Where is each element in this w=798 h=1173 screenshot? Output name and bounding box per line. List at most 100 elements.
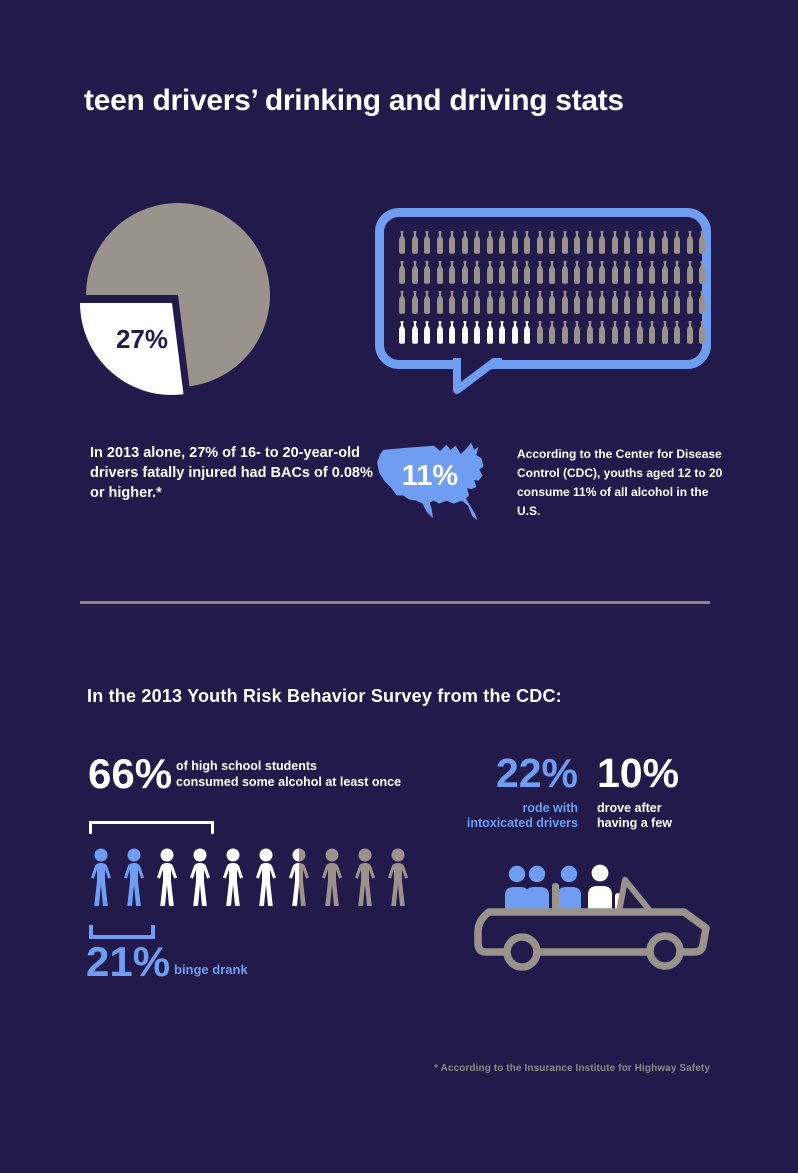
bottle-icon bbox=[411, 261, 419, 284]
person-icon-gray bbox=[319, 848, 345, 908]
bottle-icon-highlighted bbox=[461, 321, 469, 344]
people-pictograph bbox=[88, 848, 411, 908]
bottle-icon bbox=[673, 291, 681, 314]
person-icon-half bbox=[286, 848, 312, 908]
person-icon-blue bbox=[88, 848, 114, 908]
bottle-icon bbox=[698, 291, 706, 314]
car-driver bbox=[588, 864, 621, 912]
stat-21-label: binge drank bbox=[174, 962, 248, 977]
bottle-icon bbox=[461, 231, 469, 254]
bottle-icon bbox=[448, 231, 456, 254]
person-icon-white bbox=[220, 848, 246, 908]
bottle-icon-highlighted bbox=[511, 321, 519, 344]
bottle-icon bbox=[648, 291, 656, 314]
bottle-icon bbox=[548, 291, 556, 314]
bottle-icon-highlighted bbox=[498, 321, 506, 344]
bottle-icon bbox=[661, 291, 669, 314]
bottle-icon bbox=[648, 261, 656, 284]
bottle-icon bbox=[611, 321, 619, 344]
bottle-icon bbox=[623, 291, 631, 314]
bottle-icon bbox=[548, 231, 556, 254]
car-wheel-front bbox=[503, 933, 541, 971]
bottle-icon bbox=[636, 231, 644, 254]
bottle-icon bbox=[473, 231, 481, 254]
pie-value-label: 27% bbox=[115, 324, 169, 354]
bottle-icon bbox=[586, 231, 594, 254]
person-icon-white bbox=[253, 848, 279, 908]
bottle-icon bbox=[686, 231, 694, 254]
bottle-icon bbox=[473, 261, 481, 284]
person-icon-gray bbox=[385, 848, 411, 908]
bottle-icon bbox=[498, 261, 506, 284]
speech-bubble-tail bbox=[453, 358, 502, 394]
bottle-icon bbox=[573, 291, 581, 314]
bottle-icon bbox=[511, 231, 519, 254]
car-seat-post bbox=[552, 883, 559, 912]
bottle-icon bbox=[573, 231, 581, 254]
bottle-icon bbox=[436, 231, 444, 254]
bottle-icon bbox=[498, 231, 506, 254]
bottle-icon bbox=[411, 291, 419, 314]
stat-22-label: rode with intoxicated drivers bbox=[466, 801, 578, 830]
bottle-icon bbox=[536, 321, 544, 344]
stat-66-label: of high school students consumed some alc… bbox=[176, 759, 402, 789]
bottle-icon bbox=[598, 291, 606, 314]
bottle-icon bbox=[573, 261, 581, 284]
bottle-icon-highlighted bbox=[398, 321, 406, 344]
bottle-icon bbox=[698, 321, 706, 344]
stat-21-value: 21% bbox=[86, 938, 171, 985]
bottle-icon bbox=[686, 261, 694, 284]
pie-slice-remainder bbox=[86, 203, 270, 387]
bottle-icon bbox=[598, 261, 606, 284]
map-value-label: 11% bbox=[401, 460, 459, 492]
bottle-icon bbox=[548, 261, 556, 284]
bottle-icon bbox=[398, 291, 406, 314]
bottle-icon bbox=[398, 261, 406, 284]
bottle-icon-highlighted bbox=[486, 321, 494, 344]
pie-slice-27 bbox=[80, 303, 184, 396]
car-body bbox=[474, 908, 710, 956]
person-icon-gray bbox=[352, 848, 378, 908]
map-caption: According to the Center for Disease Contr… bbox=[517, 447, 723, 518]
bottle-icon bbox=[561, 261, 569, 284]
bottle-icon bbox=[461, 291, 469, 314]
bottle-icon bbox=[673, 321, 681, 344]
stat-10-value: 10% bbox=[597, 750, 680, 796]
bottle-icon-highlighted bbox=[411, 321, 419, 344]
page-title: teen drivers’ drinking and driving stats bbox=[84, 84, 624, 117]
section-divider bbox=[80, 601, 710, 604]
bottle-icon bbox=[661, 231, 669, 254]
bottle-icon-highlighted bbox=[473, 321, 481, 344]
car-windshield bbox=[616, 877, 654, 915]
bottle-icon bbox=[536, 231, 544, 254]
bottle-icon bbox=[411, 231, 419, 254]
person-icon-white bbox=[154, 848, 180, 908]
bottle-icon bbox=[448, 291, 456, 314]
bottle-icon bbox=[611, 291, 619, 314]
bottle-icon bbox=[586, 291, 594, 314]
bottle-icon bbox=[648, 321, 656, 344]
bottle-icon bbox=[573, 321, 581, 344]
speech-bubble bbox=[375, 208, 711, 369]
bottle-icon bbox=[423, 231, 431, 254]
bottle-icon bbox=[561, 321, 569, 344]
bottle-icon bbox=[486, 261, 494, 284]
stat-10: 10% drove after having a few bbox=[597, 753, 717, 831]
bottle-icon bbox=[423, 261, 431, 284]
bottle-icon bbox=[686, 291, 694, 314]
bottle-icon bbox=[598, 321, 606, 344]
bracket-bottom bbox=[89, 925, 155, 939]
bottle-icon bbox=[586, 321, 594, 344]
stat-22-value: 22% bbox=[495, 750, 578, 796]
bottle-icon bbox=[448, 261, 456, 284]
stat-66-value: 66% bbox=[88, 750, 173, 797]
car-illustration bbox=[474, 864, 710, 971]
bottle-icon bbox=[486, 291, 494, 314]
stat-10-label: drove after having a few bbox=[597, 801, 673, 830]
bottle-icon bbox=[673, 231, 681, 254]
car-passengers-blue bbox=[505, 865, 581, 912]
bottle-icon bbox=[636, 321, 644, 344]
bottle-icon bbox=[423, 291, 431, 314]
footnote: * According to the Insurance Institute f… bbox=[434, 1063, 710, 1074]
